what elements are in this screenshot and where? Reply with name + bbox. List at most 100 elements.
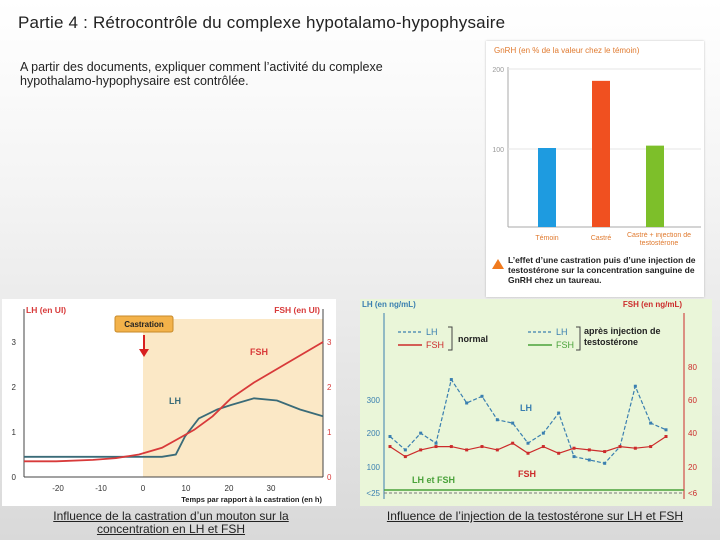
castr-xtick-10: 10 (182, 484, 191, 493)
castr-ytick-right-0: 0 (327, 473, 332, 482)
warning-triangle-icon (492, 259, 504, 269)
gnrh-xlabel-castre-inj: Castré + injection de testostérone (626, 232, 691, 247)
castration-chart: LH (en UI) FSH (en UI) 0 1 2 3 0 1 2 3 -… (12, 305, 332, 504)
gnrh-caption-wrap: L’effet d’une castration puis d’une inje… (508, 255, 696, 285)
inj-lh-point (572, 455, 576, 459)
castr-xtick-0: 0 (141, 484, 146, 493)
gnrh-chart: GnRH (en % de la valeur chez le témoin) … (492, 46, 701, 285)
gnrh-xlabel-castre: Castré (591, 235, 612, 242)
castr-xtick-20: 20 (225, 484, 234, 493)
legend-normal-bracket (448, 326, 453, 351)
legend-lh-after: LH (556, 327, 568, 337)
castr-fsh-line (24, 341, 324, 463)
castr-ytick-left-2: 2 (12, 383, 17, 392)
inj-ylabel-right: FSH (en ng/mL) (623, 300, 682, 309)
legend-fsh-after: FSH (556, 340, 574, 350)
inj-lh-point (557, 411, 561, 415)
inj-ytick-right-40: 40 (688, 429, 697, 438)
gnrh-ytick-100: 100 (492, 147, 504, 154)
inj-lh-point (587, 458, 591, 462)
injection-chart: LH (en ng/mL) FSH (en ng/mL) <25 100 200… (362, 300, 698, 499)
inj-ytick-left-25: <25 (366, 489, 380, 498)
inj-lh-point (541, 431, 545, 435)
inj-lh-point (388, 435, 392, 438)
inj-fsh-point (449, 445, 453, 449)
inj-fsh-point (434, 445, 438, 449)
inj-fsh-point (480, 445, 484, 449)
castr-ylabel-right: FSH (en UI) (274, 305, 320, 315)
inj-fsh-point (511, 441, 515, 445)
inj-fsh-point (618, 445, 622, 449)
gnrh-ytick-200: 200 (492, 67, 504, 74)
inj-ytick-right-20: 20 (688, 463, 697, 472)
castration-chart-panel: LH (en UI) FSH (en UI) 0 1 2 3 0 1 2 3 -… (2, 299, 336, 506)
inj-ytick-left-200: 200 (367, 429, 381, 438)
gnrh-caption: L’effet d’une castration puis d’une inje… (508, 255, 696, 285)
slide-title: Partie 4 : Rétrocontrôle du complexe hyp… (18, 13, 506, 32)
inj-fsh-point (403, 455, 407, 459)
injection-chart-panel: LH (en ng/mL) FSH (en ng/mL) <25 100 200… (360, 299, 712, 506)
inj-lh-label: LH (520, 403, 532, 413)
inj-lh-line (389, 378, 667, 464)
castr-ytick-left-3: 3 (12, 338, 17, 347)
castration-arrow-icon (139, 349, 149, 357)
inj-lh-point (419, 431, 423, 435)
inj-lh-point (649, 421, 653, 425)
inj-ytick-left-300: 300 (367, 396, 381, 405)
castr-lh-line (24, 397, 324, 458)
inj-fsh-point (541, 445, 545, 449)
inj-fsh-point (388, 445, 392, 449)
castr-ytick-left-1: 1 (12, 428, 17, 437)
castr-xtick-m10: -10 (95, 484, 107, 493)
inj-fsh-point (526, 451, 530, 455)
castr-fsh-label: FSH (250, 347, 268, 357)
inj-fsh-point (419, 448, 423, 452)
castr-ytick-right-2: 2 (327, 383, 332, 392)
castr-xtick-30: 30 (267, 484, 276, 493)
inj-fsh-point (572, 446, 576, 450)
inj-fsh-point (465, 448, 469, 452)
inj-lh-point (480, 394, 484, 398)
castr-xtick-m20: -20 (52, 484, 64, 493)
castr-ytick-left-0: 0 (12, 473, 17, 482)
gnrh-bar-castre (592, 80, 610, 227)
caption-castration: Influence de la castration d’un mouton s… (53, 509, 289, 536)
inj-lh-fsh-label: LH et FSH (412, 475, 455, 485)
castr-ytick-right-3: 3 (327, 338, 332, 347)
legend-after-label-wrap: après injection de testostérone (584, 326, 661, 347)
inj-ytick-left-100: 100 (367, 463, 381, 472)
inj-ylabel-left: LH (en ng/mL) (362, 300, 416, 309)
inj-fsh-point (557, 451, 561, 455)
inj-fsh-point (603, 450, 607, 454)
inj-fsh-point (633, 446, 637, 450)
gnrh-xlabel-temoin: Témoin (535, 235, 558, 242)
gnrh-chart-panel: GnRH (en % de la valeur chez le témoin) … (486, 41, 704, 297)
legend-after-bracket (576, 326, 581, 351)
inj-ytick-right-80: 80 (688, 363, 697, 372)
inj-lh-point (449, 378, 453, 382)
inj-fsh-label: FSH (518, 469, 536, 479)
legend-normal-label: normal (458, 334, 488, 344)
caption-injection: Influence de l’injection de la testostér… (386, 509, 684, 523)
castr-xlabel: Temps par rapport à la castration (en h) (181, 495, 322, 504)
gnrh-bar-temoin (538, 148, 556, 227)
inj-lh-point (434, 441, 438, 445)
inj-fsh-point (649, 445, 653, 449)
inj-lh-point (511, 421, 515, 425)
legend-lh-normal: LH (426, 327, 438, 337)
inj-fsh-point (664, 435, 668, 438)
inj-lh-point (526, 441, 530, 445)
inj-fsh-point (495, 448, 499, 452)
gnrh-ylabel: GnRH (en % de la valeur chez le témoin) (494, 46, 640, 55)
inj-lh-point (403, 448, 407, 452)
inj-ytick-right-6: <6 (688, 489, 698, 498)
inj-lh-point (664, 428, 668, 432)
legend-after-label: après injection de testostérone (584, 326, 661, 347)
gnrh-bar-castre-testosterone (646, 145, 664, 227)
castration-label-box (114, 315, 174, 333)
castr-ylabel-left: LH (en UI) (26, 305, 66, 315)
castration-label: Castration (124, 320, 164, 329)
castr-lh-label: LH (169, 396, 181, 406)
instruction-text: A partir des documents, expliquer commen… (20, 60, 383, 88)
